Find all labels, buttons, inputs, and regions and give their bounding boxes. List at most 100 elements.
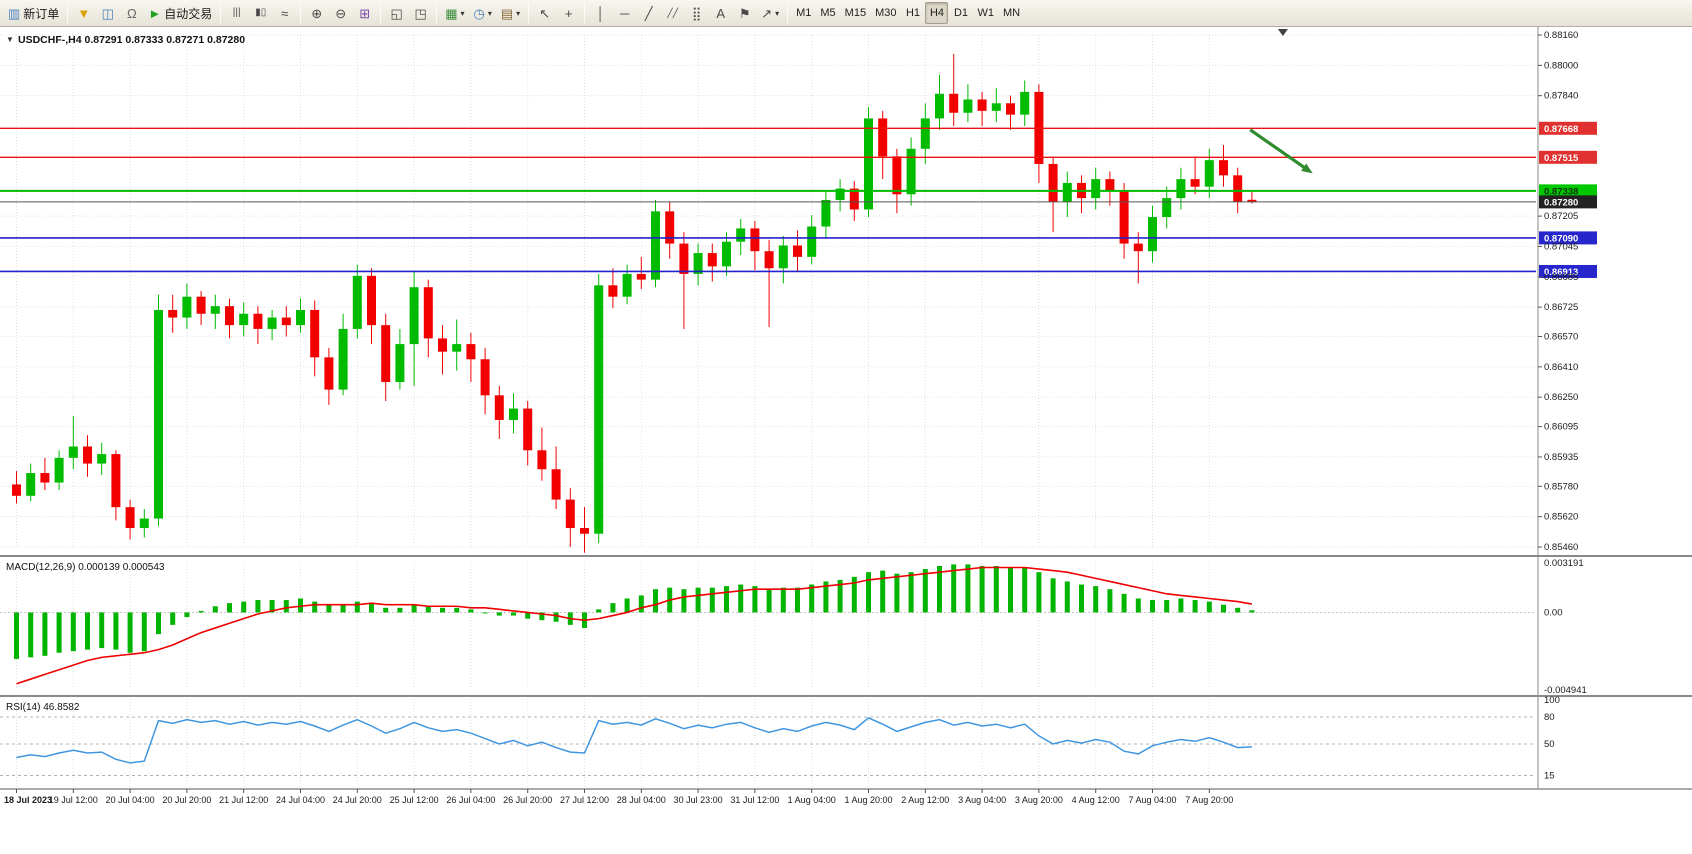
svg-text:-0.004941: -0.004941 xyxy=(1544,685,1587,696)
svg-text:3 Aug 04:00: 3 Aug 04:00 xyxy=(958,795,1006,805)
chart-profiles-button[interactable]: ◷ ▾ xyxy=(470,2,496,24)
svg-text:50: 50 xyxy=(1544,739,1555,750)
toolbar-separator xyxy=(787,3,789,23)
svg-text:0.87338: 0.87338 xyxy=(1544,186,1578,197)
arrows-button[interactable]: ↗ ▾ xyxy=(757,2,783,24)
vertical-line-button[interactable]: │ xyxy=(589,2,612,24)
svg-text:15: 15 xyxy=(1544,771,1555,782)
tile-windows-button[interactable]: ⊞ xyxy=(353,2,376,24)
collapse-icon: ▼ xyxy=(6,35,14,44)
chart-candles-button[interactable]: ▮▯ xyxy=(249,2,272,24)
toolbar-separator xyxy=(584,3,586,23)
tf-m15-button[interactable]: M15 xyxy=(841,2,870,24)
autotrading-button-label: 自动交易 xyxy=(164,6,213,21)
tf-m30-button-label: M30 xyxy=(875,7,897,19)
tf-w1-button[interactable]: W1 xyxy=(973,2,998,24)
arrow-annotation xyxy=(1249,128,1313,174)
arrange-windows-icon: ◱ xyxy=(390,5,403,21)
caret-down-icon: ▾ xyxy=(460,8,465,18)
market-watch-button[interactable]: ▼ xyxy=(72,2,95,24)
tf-m30-button[interactable]: M30 xyxy=(871,2,900,24)
tf-m1-button[interactable]: M1 xyxy=(792,2,815,24)
autotrading-button[interactable]: ► 自动交易 xyxy=(144,2,216,24)
cursor-icon: ↖ xyxy=(539,5,551,21)
svg-text:0.88160: 0.88160 xyxy=(1544,30,1578,41)
tf-mn-button-label: MN xyxy=(1002,7,1021,19)
new-order-icon: ▥ xyxy=(8,5,21,21)
text-button[interactable]: A xyxy=(709,2,732,24)
cursor-button[interactable]: ↖ xyxy=(533,2,556,24)
arrows-icon: ↗ xyxy=(761,5,773,21)
caret-down-icon: ▾ xyxy=(516,8,521,18)
macd-axis[interactable]: 0.003191 0.00 -0.004941 xyxy=(1544,558,1587,696)
svg-text:0.86410: 0.86410 xyxy=(1544,362,1578,373)
crosshair-button[interactable]: + xyxy=(557,2,580,24)
chart-bars-button[interactable]: ||| xyxy=(225,2,248,24)
rsi-axis[interactable]: 100 80 50 15 xyxy=(1544,695,1560,782)
toolbar-separator xyxy=(380,3,382,23)
fibonacci-icon: ⣿ xyxy=(691,5,702,21)
news-audio-button[interactable]: Ω xyxy=(120,2,143,24)
chart-plot-area[interactable] xyxy=(0,27,1536,789)
tf-h4-button[interactable]: H4 xyxy=(925,2,949,24)
svg-text:31 Jul 12:00: 31 Jul 12:00 xyxy=(730,795,779,805)
tf-mn-button[interactable]: MN xyxy=(999,2,1024,24)
rsi-indicator xyxy=(0,716,1536,776)
zoom-in-button[interactable]: ⊕ xyxy=(305,2,328,24)
price-line-label xyxy=(1539,195,1597,209)
svg-text:27 Jul 12:00: 27 Jul 12:00 xyxy=(560,795,609,805)
arrange-windows-button[interactable]: ◱ xyxy=(385,2,408,24)
svg-text:0.87090: 0.87090 xyxy=(1544,233,1578,244)
tf-h1-button[interactable]: H1 xyxy=(901,2,924,24)
chart-line-button[interactable]: ≈ xyxy=(273,2,296,24)
horizontal-line-button[interactable]: ─ xyxy=(613,2,636,24)
zoom-out-button[interactable]: ⊖ xyxy=(329,2,352,24)
tf-d1-button[interactable]: D1 xyxy=(949,2,972,24)
label-button[interactable]: ⚑ xyxy=(733,2,756,24)
chart-line-icon: ≈ xyxy=(281,5,289,21)
cascade-windows-button[interactable]: ◳ xyxy=(409,2,432,24)
data-window-button[interactable]: ◫ xyxy=(96,2,119,24)
tf-m5-button-label: M5 xyxy=(820,7,836,19)
toolbar-separator xyxy=(67,3,69,23)
svg-text:100: 100 xyxy=(1544,695,1560,706)
svg-text:7 Aug 04:00: 7 Aug 04:00 xyxy=(1128,795,1176,805)
svg-text:0.87515: 0.87515 xyxy=(1544,153,1579,164)
svg-text:0.87205: 0.87205 xyxy=(1544,211,1578,222)
autotrading-icon: ► xyxy=(148,5,162,21)
trendline-button[interactable]: ╱ xyxy=(637,2,660,24)
rsi-label: RSI(14) 46.8582 xyxy=(6,702,80,713)
tf-h1-button-label: H1 xyxy=(905,7,921,19)
svg-text:30 Jul 23:00: 30 Jul 23:00 xyxy=(674,795,723,805)
trendline-icon: ╱ xyxy=(644,5,653,21)
market-watch-icon: ▼ xyxy=(77,5,91,21)
zoom-in-icon: ⊕ xyxy=(311,5,323,21)
caret-down-icon: ▾ xyxy=(775,8,780,18)
svg-text:0.87668: 0.87668 xyxy=(1544,124,1578,135)
svg-text:20 Jul 04:00: 20 Jul 04:00 xyxy=(106,795,155,805)
svg-text:0.86725: 0.86725 xyxy=(1544,302,1578,313)
equidistant-channel-button[interactable]: ╱╱ xyxy=(661,2,684,24)
chart-profiles-icon: ◷ xyxy=(473,5,485,21)
svg-text:1 Aug 04:00: 1 Aug 04:00 xyxy=(788,795,836,805)
macd-label: MACD(12,26,9) 0.000139 0.000543 xyxy=(6,562,165,573)
price-axis[interactable]: 0.88160 0.88000 0.87840 0.87205 0.87045 0.868… xyxy=(1538,30,1578,553)
tf-h4-button-label: H4 xyxy=(929,7,945,19)
new-order-button[interactable]: ▥ 新订单 xyxy=(4,2,63,24)
tf-d1-button-label: D1 xyxy=(953,7,969,19)
new-chart-button[interactable]: ▦ ▾ xyxy=(441,2,468,24)
horizontal-line-icon: ─ xyxy=(620,5,630,21)
fibonacci-button[interactable]: ⣿ xyxy=(685,2,708,24)
svg-text:0.85780: 0.85780 xyxy=(1544,481,1578,492)
chart-shift-marker[interactable] xyxy=(1277,29,1288,36)
svg-text:28 Jul 04:00: 28 Jul 04:00 xyxy=(617,795,666,805)
label-icon: ⚑ xyxy=(738,5,751,21)
svg-text:0.87840: 0.87840 xyxy=(1544,91,1578,102)
svg-text:0.88000: 0.88000 xyxy=(1544,60,1578,71)
templates-button[interactable]: ▤ ▾ xyxy=(497,2,524,24)
tf-m5-button[interactable]: M5 xyxy=(816,2,839,24)
svg-text:0.87045: 0.87045 xyxy=(1544,241,1578,252)
